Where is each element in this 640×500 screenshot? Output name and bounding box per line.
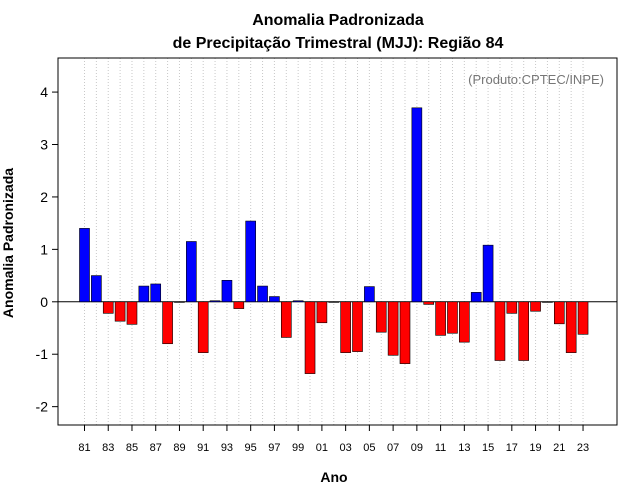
- bar-83: [102, 301, 114, 314]
- x-tick-label: 85: [126, 442, 138, 454]
- x-tick-label: 01: [316, 442, 328, 454]
- bar-95: [245, 220, 256, 303]
- bar-05: [364, 286, 375, 303]
- bar-06: [375, 301, 387, 333]
- bar-97: [269, 296, 280, 303]
- bar-11: [435, 301, 446, 336]
- x-tick-label: 21: [553, 442, 565, 454]
- bar-92: [209, 300, 221, 303]
- y-tick-label: 2: [40, 189, 48, 205]
- bar-08: [399, 301, 411, 364]
- bar-90: [186, 241, 197, 303]
- x-tick-label: 17: [506, 442, 518, 454]
- chart-title-line-2: de Precipitação Trimestral (MJJ): Região…: [173, 35, 504, 52]
- bar-96: [257, 285, 268, 303]
- x-tick-label: 91: [197, 442, 209, 454]
- y-tick-label: 4: [40, 84, 48, 100]
- bar-13: [459, 301, 470, 343]
- bar-88: [162, 301, 173, 345]
- x-tick-label: 09: [411, 442, 423, 454]
- y-tick-label: -1: [36, 346, 49, 362]
- x-tick-label: 93: [221, 442, 233, 454]
- plot-frame: [57, 57, 618, 426]
- bar-18: [518, 301, 529, 361]
- bar-98: [280, 301, 292, 338]
- x-tick-label: 05: [363, 442, 375, 454]
- x-tick-label: 89: [173, 442, 185, 454]
- y-tick-label: 3: [40, 137, 48, 153]
- bar-19: [530, 301, 541, 312]
- y-tick-label: 1: [40, 241, 48, 257]
- bar-14: [470, 292, 482, 303]
- x-tick-label: 11: [435, 442, 446, 454]
- bar-23: [577, 301, 589, 335]
- x-tick-label: 99: [292, 442, 304, 454]
- credit-text: (Produto:CPTEC/INPE): [468, 72, 604, 87]
- bar-85: [126, 301, 138, 325]
- bar-07: [387, 301, 399, 356]
- y-axis-title: Anomalia Padronizada: [0, 168, 16, 318]
- bar-20: [542, 301, 553, 303]
- x-tick-label: 19: [529, 442, 541, 454]
- x-axis-title: Ano: [320, 469, 347, 485]
- bar-22: [565, 301, 577, 353]
- bar-00: [304, 301, 316, 374]
- bar-94: [233, 301, 245, 309]
- bar-21: [553, 301, 565, 325]
- x-tick-label: 97: [268, 442, 280, 454]
- bars: [79, 107, 589, 374]
- bar-02: [328, 301, 340, 303]
- x-tick-label: 03: [340, 442, 352, 454]
- x-tick-label: 83: [102, 442, 114, 454]
- x-axis: 81 83 85 87 89 91 93 95 97 99 01 03 05 07 09 11 13 15 17 19…: [78, 425, 589, 454]
- bar-03: [340, 301, 351, 353]
- x-tick-label: 07: [387, 442, 399, 454]
- bar-86: [138, 285, 150, 303]
- y-tick-label: 0: [40, 294, 48, 310]
- bar-82: [91, 275, 102, 303]
- y-axis: -2 -1 0 1 2 3 4: [36, 84, 58, 415]
- x-tick-label: 87: [150, 442, 162, 454]
- chart-title-line-1: Anomalia Padronizada: [252, 12, 424, 29]
- bar-04: [352, 301, 363, 352]
- x-tick-label: 81: [78, 442, 90, 454]
- bar-81: [79, 228, 90, 303]
- bar-16: [494, 301, 506, 361]
- bar-09: [411, 107, 423, 303]
- bar-91: [197, 301, 209, 353]
- x-tick-label: 95: [245, 442, 257, 454]
- bar-84: [114, 301, 126, 322]
- bar-89: [174, 301, 185, 303]
- bar-87: [150, 283, 162, 303]
- bar-17: [506, 301, 518, 314]
- y-tick-label: -2: [36, 399, 49, 415]
- grid-lines: [84, 58, 584, 425]
- bar-12: [447, 301, 458, 334]
- x-tick-label: 15: [482, 442, 494, 454]
- bar-01: [316, 301, 328, 324]
- bar-15: [482, 244, 494, 303]
- x-tick-label: 13: [458, 442, 470, 454]
- bar-10: [423, 301, 435, 305]
- bar-99: [292, 300, 304, 303]
- x-tick-label: 23: [577, 442, 589, 454]
- bar-93: [221, 279, 233, 303]
